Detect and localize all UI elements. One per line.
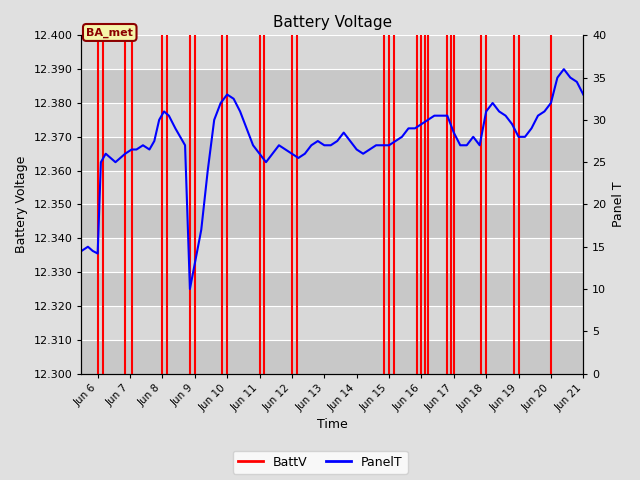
X-axis label: Time: Time [317,419,348,432]
Bar [81,69,583,103]
Bar [81,340,583,373]
Y-axis label: Battery Voltage: Battery Voltage [15,156,28,253]
Bar [81,103,583,137]
Bar [81,137,583,170]
Legend: BattV, PanelT: BattV, PanelT [232,451,408,474]
Bar [81,36,583,69]
Bar [81,170,583,204]
Bar [81,306,583,340]
Bar [81,272,583,306]
Y-axis label: Panel T: Panel T [612,181,625,227]
Bar [81,204,583,238]
Bar [81,238,583,272]
Text: BA_met: BA_met [86,27,133,37]
Title: Battery Voltage: Battery Voltage [273,15,392,30]
